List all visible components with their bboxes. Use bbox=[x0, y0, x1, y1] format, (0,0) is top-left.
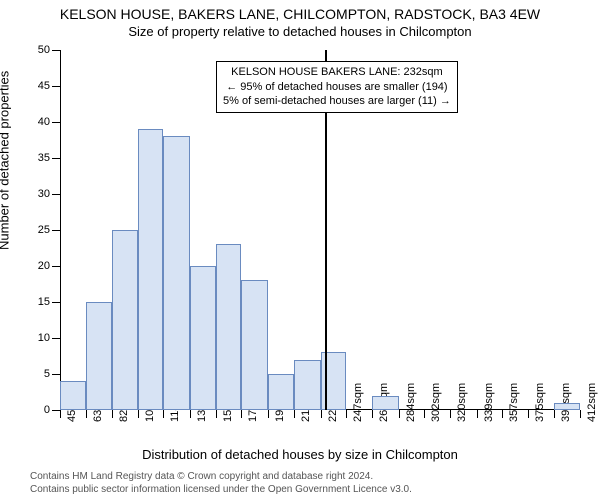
annotation-line-1: KELSON HOUSE BAKERS LANE: 232sqm bbox=[223, 65, 451, 80]
title-sub: Size of property relative to detached ho… bbox=[0, 24, 600, 39]
x-tick bbox=[241, 410, 242, 418]
x-tick bbox=[477, 410, 478, 418]
histogram-bar bbox=[60, 381, 86, 410]
x-tick bbox=[268, 410, 269, 418]
annotation-line-2: ← 95% of detached houses are smaller (19… bbox=[223, 80, 451, 95]
x-tick bbox=[424, 410, 425, 418]
x-tick bbox=[294, 410, 295, 418]
y-axis-label: Number of detached properties bbox=[0, 71, 12, 250]
attribution-footer: Contains HM Land Registry data © Crown c… bbox=[30, 470, 412, 496]
x-tick bbox=[86, 410, 87, 418]
x-tick-label: 412sqm bbox=[586, 383, 598, 422]
histogram-bar bbox=[86, 302, 113, 410]
y-tick-label: 45 bbox=[38, 80, 60, 92]
x-tick bbox=[502, 410, 503, 418]
x-tick-label: 320sqm bbox=[456, 383, 468, 422]
title-main: KELSON HOUSE, BAKERS LANE, CHILCOMPTON, … bbox=[0, 6, 600, 22]
x-tick bbox=[580, 410, 581, 418]
x-tick bbox=[554, 410, 555, 418]
y-tick-label: 30 bbox=[38, 188, 60, 200]
annotation-box: KELSON HOUSE BAKERS LANE: 232sqm← 95% of… bbox=[216, 61, 458, 114]
x-tick bbox=[112, 410, 113, 418]
x-tick bbox=[321, 410, 322, 418]
histogram-bar bbox=[241, 280, 268, 410]
x-tick-label: 247sqm bbox=[352, 383, 364, 422]
page-root: KELSON HOUSE, BAKERS LANE, CHILCOMPTON, … bbox=[0, 0, 600, 500]
annotation-line-3: 5% of semi-detached houses are larger (1… bbox=[223, 94, 451, 109]
x-tick bbox=[399, 410, 400, 418]
y-tick-label: 10 bbox=[38, 332, 60, 344]
y-tick-label: 15 bbox=[38, 296, 60, 308]
histogram-bar bbox=[372, 396, 399, 410]
histogram-bar bbox=[138, 129, 164, 410]
y-tick-label: 5 bbox=[44, 368, 60, 380]
y-tick-label: 40 bbox=[38, 116, 60, 128]
footer-line-1: Contains HM Land Registry data © Crown c… bbox=[30, 470, 412, 483]
y-tick-label: 35 bbox=[38, 152, 60, 164]
x-tick-label: 339sqm bbox=[483, 383, 495, 422]
histogram-plot: 0510152025303540455045sqm63sqm82sqm100sq… bbox=[60, 50, 580, 410]
x-tick bbox=[163, 410, 164, 418]
x-tick bbox=[450, 410, 451, 418]
x-tick-label: 284sqm bbox=[405, 383, 417, 422]
x-tick-label: 375sqm bbox=[534, 383, 546, 422]
y-tick-label: 25 bbox=[38, 224, 60, 236]
histogram-bar bbox=[190, 266, 216, 410]
y-tick-label: 20 bbox=[38, 260, 60, 272]
histogram-bar bbox=[216, 244, 242, 410]
x-tick-label: 302sqm bbox=[430, 383, 442, 422]
x-tick bbox=[190, 410, 191, 418]
x-axis-label: Distribution of detached houses by size … bbox=[0, 447, 600, 462]
y-axis bbox=[60, 50, 61, 410]
x-tick bbox=[372, 410, 373, 418]
histogram-bar bbox=[554, 403, 580, 410]
histogram-bar bbox=[163, 136, 190, 410]
x-tick bbox=[60, 410, 61, 418]
x-tick-label: 357sqm bbox=[508, 383, 520, 422]
x-tick bbox=[138, 410, 139, 418]
histogram-bar bbox=[112, 230, 138, 410]
histogram-bar bbox=[268, 374, 294, 410]
y-tick-label: 0 bbox=[44, 404, 60, 416]
footer-line-2: Contains public sector information licen… bbox=[30, 483, 412, 496]
x-tick bbox=[346, 410, 347, 418]
y-tick-label: 50 bbox=[38, 44, 60, 56]
histogram-bar bbox=[294, 360, 321, 410]
x-tick bbox=[216, 410, 217, 418]
x-tick bbox=[528, 410, 529, 418]
